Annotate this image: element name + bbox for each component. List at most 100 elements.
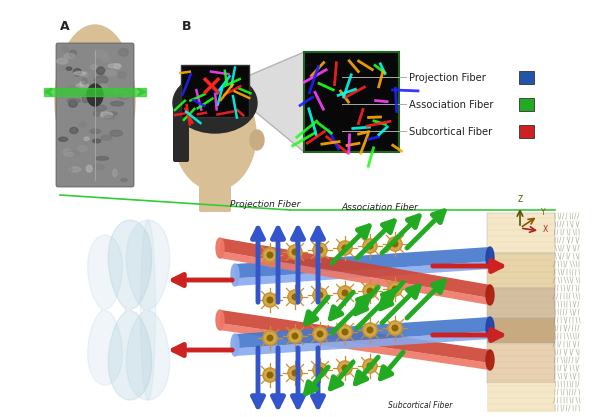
- Circle shape: [317, 367, 323, 373]
- Circle shape: [292, 370, 298, 376]
- Ellipse shape: [82, 78, 87, 85]
- Text: Z: Z: [517, 195, 523, 204]
- Ellipse shape: [94, 165, 104, 169]
- Polygon shape: [44, 88, 146, 96]
- Ellipse shape: [216, 238, 224, 258]
- Circle shape: [342, 290, 348, 296]
- Circle shape: [363, 284, 377, 298]
- Ellipse shape: [90, 129, 101, 133]
- Ellipse shape: [84, 137, 89, 141]
- Circle shape: [292, 333, 298, 339]
- Ellipse shape: [110, 130, 123, 136]
- FancyBboxPatch shape: [181, 65, 249, 117]
- Circle shape: [267, 252, 273, 258]
- Circle shape: [342, 245, 348, 251]
- Ellipse shape: [68, 166, 72, 172]
- Circle shape: [313, 327, 327, 341]
- Circle shape: [367, 327, 373, 333]
- Ellipse shape: [250, 130, 264, 150]
- Ellipse shape: [96, 84, 107, 90]
- Circle shape: [317, 247, 323, 253]
- Ellipse shape: [113, 169, 117, 177]
- Ellipse shape: [86, 99, 97, 102]
- Circle shape: [292, 294, 298, 300]
- Ellipse shape: [86, 165, 92, 172]
- Ellipse shape: [216, 310, 224, 330]
- Ellipse shape: [89, 136, 101, 141]
- Circle shape: [267, 335, 273, 341]
- Text: Subcortical Fiber: Subcortical Fiber: [409, 127, 492, 137]
- Circle shape: [392, 286, 398, 292]
- Ellipse shape: [108, 64, 120, 68]
- Text: Subcortical Fiber: Subcortical Fiber: [388, 401, 452, 410]
- Ellipse shape: [486, 285, 494, 305]
- Circle shape: [388, 321, 402, 335]
- Ellipse shape: [119, 48, 128, 56]
- Ellipse shape: [174, 80, 256, 190]
- Ellipse shape: [97, 67, 105, 75]
- Text: A: A: [60, 20, 70, 33]
- Ellipse shape: [87, 84, 103, 106]
- Ellipse shape: [76, 84, 89, 89]
- Circle shape: [363, 359, 377, 373]
- Ellipse shape: [231, 334, 239, 356]
- FancyBboxPatch shape: [518, 98, 533, 111]
- Circle shape: [267, 372, 273, 378]
- Circle shape: [263, 248, 277, 262]
- Text: X: X: [543, 225, 548, 234]
- Circle shape: [317, 331, 323, 337]
- Ellipse shape: [95, 76, 108, 84]
- Circle shape: [313, 288, 327, 302]
- Ellipse shape: [122, 143, 126, 150]
- Circle shape: [363, 239, 377, 253]
- Ellipse shape: [173, 73, 257, 133]
- Text: Association Fiber: Association Fiber: [409, 100, 494, 110]
- Ellipse shape: [64, 53, 75, 58]
- Text: Y: Y: [541, 208, 545, 217]
- Ellipse shape: [101, 136, 112, 140]
- Circle shape: [342, 329, 348, 335]
- Circle shape: [263, 293, 277, 307]
- Circle shape: [288, 245, 302, 259]
- FancyBboxPatch shape: [173, 108, 189, 162]
- Circle shape: [288, 366, 302, 380]
- Ellipse shape: [63, 148, 71, 155]
- FancyBboxPatch shape: [487, 318, 555, 343]
- Circle shape: [338, 241, 352, 255]
- Ellipse shape: [59, 137, 67, 141]
- Ellipse shape: [63, 46, 68, 52]
- Ellipse shape: [113, 89, 126, 95]
- Ellipse shape: [67, 99, 81, 103]
- Circle shape: [288, 290, 302, 304]
- Circle shape: [338, 325, 352, 339]
- Ellipse shape: [93, 139, 101, 143]
- Circle shape: [292, 249, 298, 255]
- Polygon shape: [219, 323, 489, 370]
- Circle shape: [263, 368, 277, 382]
- Polygon shape: [235, 331, 491, 356]
- Ellipse shape: [104, 116, 115, 119]
- Ellipse shape: [95, 105, 107, 111]
- FancyBboxPatch shape: [56, 43, 134, 187]
- Ellipse shape: [486, 247, 494, 269]
- Circle shape: [313, 363, 327, 377]
- Polygon shape: [234, 317, 490, 348]
- Ellipse shape: [65, 153, 74, 156]
- Ellipse shape: [69, 100, 77, 107]
- Ellipse shape: [118, 72, 126, 78]
- FancyBboxPatch shape: [518, 70, 533, 83]
- Polygon shape: [108, 220, 152, 400]
- Ellipse shape: [118, 93, 129, 99]
- Ellipse shape: [105, 70, 116, 76]
- Ellipse shape: [90, 65, 98, 69]
- Polygon shape: [220, 238, 492, 298]
- Ellipse shape: [83, 72, 88, 77]
- Ellipse shape: [93, 111, 100, 116]
- Ellipse shape: [60, 66, 64, 70]
- Circle shape: [388, 237, 402, 251]
- Circle shape: [267, 297, 273, 303]
- Circle shape: [313, 243, 327, 257]
- FancyBboxPatch shape: [487, 288, 555, 318]
- Text: Projection Fiber: Projection Fiber: [230, 200, 300, 209]
- Ellipse shape: [102, 55, 109, 62]
